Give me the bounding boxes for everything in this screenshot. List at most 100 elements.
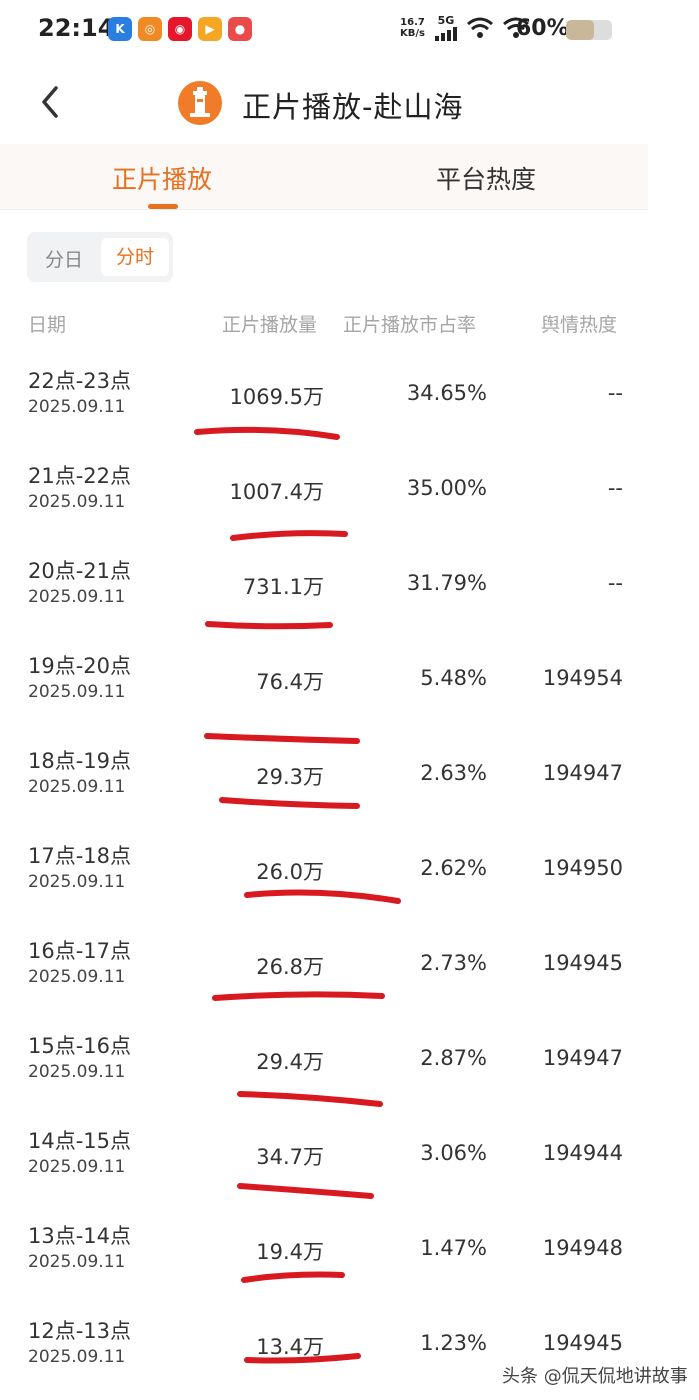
row-date: 2025.09.11: [28, 1252, 126, 1272]
k-app-icon: K: [108, 17, 132, 41]
column-header-share[interactable]: 正片播放市占率: [343, 314, 477, 336]
row-share: 35.00%: [406, 476, 487, 500]
tab-bar: 正片播放 平台热度: [0, 144, 648, 210]
header: 正片播放-赴山海: [0, 60, 699, 144]
row-time: 20点-21点: [28, 559, 132, 583]
row-date: 2025.09.11: [28, 967, 126, 987]
row-date: 2025.09.11: [28, 777, 126, 797]
row-plays: 1069.5万: [229, 385, 324, 409]
row-heat: 194945: [542, 951, 623, 975]
table-row[interactable]: 14点-15点 2025.09.11 34.7万 3.06% 194944: [0, 1115, 699, 1210]
row-plays: 731.1万: [242, 575, 324, 599]
tab-active-indicator: [148, 204, 178, 209]
network-type: 5G: [437, 14, 455, 27]
column-header-heat[interactable]: 舆情热度: [541, 314, 618, 336]
row-heat: --: [607, 571, 623, 595]
table-row[interactable]: 22点-23点 2025.09.11 1069.5万 34.65% --: [0, 355, 699, 450]
by-day-option[interactable]: 分日: [45, 249, 84, 271]
status-time: 22:14: [38, 14, 115, 42]
row-time: 15点-16点: [28, 1034, 132, 1058]
row-time: 21点-22点: [28, 464, 132, 488]
row-share: 2.63%: [420, 761, 487, 785]
row-heat: --: [607, 381, 623, 405]
row-heat: 194947: [542, 1046, 623, 1070]
row-date: 2025.09.11: [28, 587, 126, 607]
row-plays: 19.4万: [256, 1240, 324, 1264]
row-plays: 29.4万: [256, 1050, 324, 1074]
row-heat: 194947: [542, 761, 623, 785]
status-bar: 22:14 K ◎ ◉ ▶ ● 16.7 KB/s 5G 60%: [0, 0, 699, 60]
row-date: 2025.09.11: [28, 492, 126, 512]
row-heat: 194954: [542, 666, 623, 690]
row-time: 16点-17点: [28, 939, 132, 963]
row-share: 3.06%: [420, 1141, 487, 1165]
row-time: 18点-19点: [28, 749, 132, 773]
battery-fill: [566, 20, 594, 40]
row-plays: 76.4万: [256, 670, 324, 694]
notification-icons: K ◎ ◉ ▶ ●: [108, 17, 252, 41]
table-row[interactable]: 20点-21点 2025.09.11 731.1万 31.79% --: [0, 545, 699, 640]
row-plays: 1007.4万: [229, 480, 324, 504]
pig-app-icon: ●: [228, 17, 252, 41]
signal-bars-icon: [435, 27, 457, 41]
row-share: 2.87%: [420, 1046, 487, 1070]
table-row[interactable]: 18点-19点 2025.09.11 29.3万 2.63% 194947: [0, 735, 699, 830]
row-heat: 194950: [542, 856, 623, 880]
row-share: 1.47%: [420, 1236, 487, 1260]
row-plays: 13.4万: [256, 1335, 324, 1359]
table-row[interactable]: 21点-22点 2025.09.11 1007.4万 35.00% --: [0, 450, 699, 545]
row-heat: 194944: [542, 1141, 623, 1165]
row-time: 13点-14点: [28, 1224, 132, 1248]
table-row[interactable]: 17点-18点 2025.09.11 26.0万 2.62% 194950: [0, 830, 699, 925]
row-plays: 26.0万: [256, 860, 324, 884]
page-title: 正片播放-赴山海: [242, 90, 464, 124]
row-share: 1.23%: [420, 1331, 487, 1355]
granularity-toggle: 分日 分时: [27, 232, 173, 282]
wifi-icon-2: [503, 17, 529, 38]
row-heat: --: [607, 476, 623, 500]
weibo-icon: ◉: [168, 17, 192, 41]
row-share: 31.79%: [406, 571, 487, 595]
net-speed-unit: KB/s: [400, 27, 425, 39]
row-time: 19点-20点: [28, 654, 132, 678]
battery-percent: 60%: [516, 16, 569, 41]
table-row[interactable]: 13点-14点 2025.09.11 19.4万 1.47% 194948: [0, 1210, 699, 1305]
tab-main-playback[interactable]: 正片播放: [112, 165, 213, 194]
column-header-date: 日期: [28, 314, 67, 336]
lighthouse-logo-icon: [178, 81, 222, 125]
row-share: 5.48%: [420, 666, 487, 690]
row-plays: 34.7万: [256, 1145, 324, 1169]
row-share: 34.65%: [406, 381, 487, 405]
row-time: 12点-13点: [28, 1319, 132, 1343]
table-row[interactable]: 16点-17点 2025.09.11 26.8万 2.73% 194945: [0, 925, 699, 1020]
row-time: 17点-18点: [28, 844, 132, 868]
row-time: 14点-15点: [28, 1129, 132, 1153]
table-row[interactable]: 19点-20点 2025.09.11 76.4万 5.48% 194954: [0, 640, 699, 735]
row-share: 2.73%: [420, 951, 487, 975]
row-plays: 29.3万: [256, 765, 324, 789]
watermark: 头条 @侃天侃地讲故事: [502, 1366, 688, 1387]
cell-signal: 5G: [435, 14, 457, 41]
column-header-plays[interactable]: 正片播放量: [222, 314, 318, 336]
tab-platform-heat[interactable]: 平台热度: [436, 165, 537, 194]
table-row[interactable]: 15点-16点 2025.09.11 29.4万 2.87% 194947: [0, 1020, 699, 1115]
net-speed: 16.7 KB/s: [400, 17, 425, 39]
video-app-icon: ▶: [198, 17, 222, 41]
row-plays: 26.8万: [256, 955, 324, 979]
net-speed-value: 16.7: [400, 16, 425, 28]
shopping-app-icon: ◎: [138, 17, 162, 41]
row-date: 2025.09.11: [28, 1347, 126, 1367]
battery-icon: [566, 20, 612, 40]
row-date: 2025.09.11: [28, 1062, 126, 1082]
row-heat: 194948: [542, 1236, 623, 1260]
row-share: 2.62%: [420, 856, 487, 880]
row-date: 2025.09.11: [28, 872, 126, 892]
row-date: 2025.09.11: [28, 1157, 126, 1177]
row-heat: 194945: [542, 1331, 623, 1355]
wifi-icon: [467, 17, 493, 38]
by-hour-option[interactable]: 分时: [101, 238, 169, 276]
row-time: 22点-23点: [28, 369, 132, 393]
row-date: 2025.09.11: [28, 397, 126, 417]
chevron-left-icon[interactable]: [36, 84, 66, 120]
row-date: 2025.09.11: [28, 682, 126, 702]
